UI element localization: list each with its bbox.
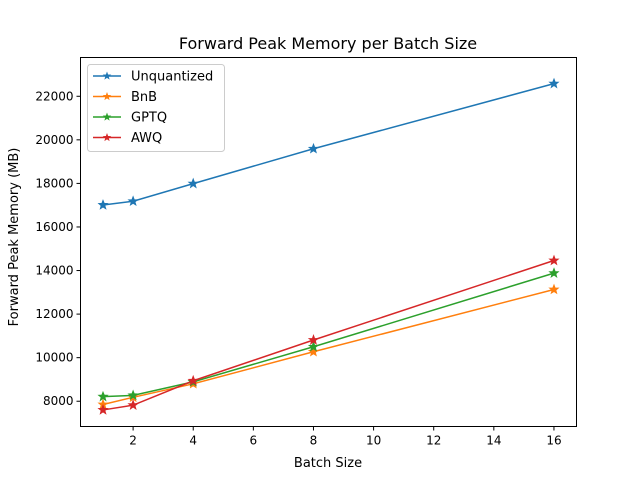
data-point xyxy=(548,267,560,278)
y-tick-label: 16000 xyxy=(35,220,73,234)
y-tick-label: 10000 xyxy=(35,351,73,365)
series-awq xyxy=(97,254,560,415)
data-point xyxy=(307,340,319,352)
data-point xyxy=(97,390,109,402)
series-bnb xyxy=(97,283,560,410)
data-point xyxy=(307,142,319,154)
legend-label: BnB xyxy=(131,90,157,105)
y-tick-label: 18000 xyxy=(35,176,73,190)
data-point xyxy=(548,254,560,266)
data-point xyxy=(97,199,109,210)
legend-entry: BnB xyxy=(93,90,157,105)
y-tick-label: 22000 xyxy=(35,89,73,103)
x-tick-label: 2 xyxy=(129,434,137,448)
legend-marker xyxy=(102,112,112,121)
legend-entry: AWQ xyxy=(93,131,162,146)
y-tick-label: 20000 xyxy=(35,133,73,147)
x-tick-label: 4 xyxy=(189,434,197,448)
data-point xyxy=(187,374,199,386)
plot-area-frame xyxy=(80,57,577,427)
legend-marker xyxy=(102,92,112,101)
legend-label: AWQ xyxy=(131,131,162,146)
x-tick-label: 14 xyxy=(486,434,501,448)
series-unquantized xyxy=(97,77,560,210)
x-tick-label: 6 xyxy=(250,434,258,448)
legend-label: GPTQ xyxy=(131,111,167,126)
data-point xyxy=(127,399,139,410)
legend-entry: GPTQ xyxy=(93,111,167,126)
data-point xyxy=(127,195,139,207)
data-point xyxy=(187,177,199,189)
y-tick-label: 8000 xyxy=(43,394,74,408)
y-axis-label: Forward Peak Memory (MB) xyxy=(7,148,22,327)
y-tick-label: 12000 xyxy=(35,307,73,321)
y-tick-label: 14000 xyxy=(35,264,73,278)
data-point xyxy=(307,345,320,357)
data-point xyxy=(307,334,320,345)
legend-label: Unquantized xyxy=(131,70,213,85)
x-tick-label: 16 xyxy=(546,434,561,448)
legend-marker xyxy=(102,133,112,142)
data-point xyxy=(127,389,139,401)
chart-title: Forward Peak Memory per Batch Size xyxy=(179,34,477,53)
data-point xyxy=(97,404,109,415)
legend-marker xyxy=(102,71,112,80)
legend-box xyxy=(87,64,225,152)
x-tick-label: 8 xyxy=(310,434,318,448)
x-tick-label: 12 xyxy=(426,434,441,448)
x-tick-label: 10 xyxy=(366,434,381,448)
legend-entry: Unquantized xyxy=(93,70,213,85)
x-axis-label: Batch Size xyxy=(294,456,362,471)
data-point xyxy=(548,283,560,295)
legend: Unquantized BnB GPTQ AWQ xyxy=(87,64,225,152)
data-point xyxy=(548,77,560,89)
